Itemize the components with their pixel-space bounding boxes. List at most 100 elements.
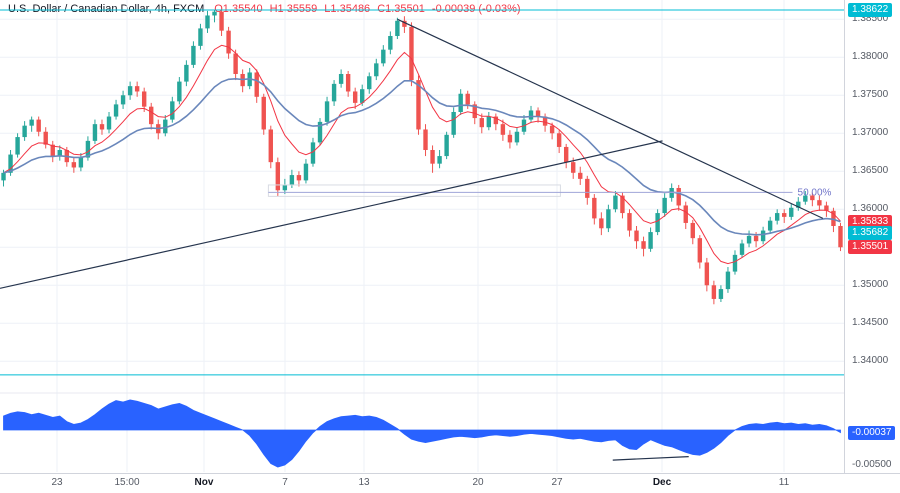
- candle-body: [374, 63, 379, 77]
- candle-body: [268, 129, 273, 163]
- price-badge: 1.35833: [848, 214, 893, 229]
- candle-body: [388, 35, 393, 50]
- candle-body: [149, 106, 154, 125]
- candle-body: [486, 116, 492, 128]
- price-axis-label: 1.37500: [852, 89, 889, 101]
- candle-body: [803, 195, 808, 202]
- price-axis[interactable]: 1.38500 1.38000 1.37500 1.37000 1.36500 1.360…: [844, 0, 900, 473]
- candle-body: [416, 80, 421, 130]
- candle-body: [606, 209, 611, 229]
- fib-50-label: 50.00%: [798, 187, 832, 198]
- candle-body: [360, 89, 365, 103]
- time-axis-label: Nov: [194, 477, 214, 488]
- candle-body: [395, 20, 400, 36]
- candle-body: [782, 213, 787, 217]
- price-axis-label: 1.35000: [852, 279, 889, 291]
- candle-body: [8, 154, 13, 173]
- candle-body: [71, 162, 77, 168]
- price-axis-label: 1.34000: [852, 355, 889, 367]
- candle-body: [599, 218, 604, 229]
- price-badge: -0.00037: [848, 425, 896, 440]
- candle-body: [753, 235, 759, 242]
- candle-body: [99, 124, 105, 130]
- candle-body: [134, 86, 140, 92]
- candle-body: [15, 137, 20, 155]
- chart-canvas[interactable]: 50.00%: [0, 0, 844, 473]
- candle-body: [732, 254, 738, 272]
- candle-body: [381, 49, 386, 64]
- candle-body: [92, 124, 98, 141]
- candle-body: [535, 110, 541, 117]
- candle-body: [465, 93, 470, 105]
- candle-body: [352, 91, 358, 103]
- candle-body: [163, 119, 168, 134]
- ohlc-open: O1.35540: [214, 3, 263, 15]
- candle-body: [739, 243, 745, 255]
- price-axis-label: 1.36000: [852, 203, 889, 215]
- candle-body: [205, 15, 210, 29]
- candle-body: [78, 157, 84, 168]
- time-axis-label: 7: [282, 477, 288, 488]
- candle-body: [690, 222, 695, 239]
- candle-body: [817, 200, 822, 206]
- fib-box: [267, 184, 561, 197]
- price-axis-label: 1.36500: [852, 165, 889, 177]
- candle-body: [317, 121, 323, 143]
- candle-body: [634, 230, 639, 242]
- candle-body: [563, 146, 569, 163]
- candle-body: [437, 156, 442, 164]
- candle-body: [170, 101, 175, 120]
- candle-body: [824, 205, 829, 211]
- candle-body: [444, 134, 449, 157]
- candle-body: [22, 125, 27, 138]
- time-axis-label: 11: [778, 477, 790, 488]
- trendline: [397, 18, 824, 219]
- ohlc-close: C1.35501: [377, 3, 425, 15]
- ma-fast-line: [3, 44, 841, 265]
- candle-body: [310, 142, 316, 164]
- time-axis-label: Dec: [652, 477, 672, 488]
- candle-body: [282, 184, 288, 191]
- candle-body: [1, 172, 6, 181]
- candle-body: [549, 125, 555, 134]
- candle-body: [746, 235, 752, 244]
- candle-body: [620, 195, 625, 214]
- candle-body: [324, 101, 330, 122]
- candle-body: [106, 116, 112, 130]
- candle-body: [613, 195, 618, 210]
- indicator-area: [3, 399, 841, 468]
- price-axis-label: 1.34500: [852, 317, 889, 329]
- candle-body: [507, 134, 513, 143]
- candle-body: [120, 95, 126, 105]
- candle-body: [556, 133, 562, 147]
- candle-body: [500, 124, 506, 135]
- candle-body: [430, 149, 435, 164]
- candle-body: [697, 238, 703, 263]
- candle-body: [760, 230, 766, 242]
- candle-body: [838, 225, 843, 248]
- candle-body: [198, 28, 203, 46]
- candle-body: [113, 104, 119, 117]
- candle-body: [43, 131, 48, 145]
- price-axis-label: 1.38500: [852, 13, 889, 25]
- candle-body: [789, 207, 794, 217]
- candle-body: [296, 175, 302, 181]
- indicator-axis-label: -0.00500: [852, 459, 892, 470]
- candle-body: [29, 119, 34, 126]
- candle-body: [226, 30, 231, 54]
- candle-body: [303, 163, 309, 181]
- ma-slow-line: [3, 77, 841, 236]
- candle-body: [796, 201, 801, 208]
- candle-body: [627, 213, 632, 231]
- candle-body: [191, 45, 196, 65]
- candle-body: [774, 213, 780, 221]
- candle-body: [718, 289, 724, 299]
- candle-body: [219, 11, 224, 31]
- time-axis[interactable]: 23 15:00 Nov 7 13 20 27 Dec 11: [0, 473, 900, 493]
- candle-body: [676, 187, 681, 206]
- candle-body: [289, 175, 295, 185]
- candle-body: [212, 11, 217, 16]
- candle-body: [141, 91, 147, 107]
- time-axis-label: 13: [358, 477, 370, 488]
- candle-body: [641, 241, 646, 249]
